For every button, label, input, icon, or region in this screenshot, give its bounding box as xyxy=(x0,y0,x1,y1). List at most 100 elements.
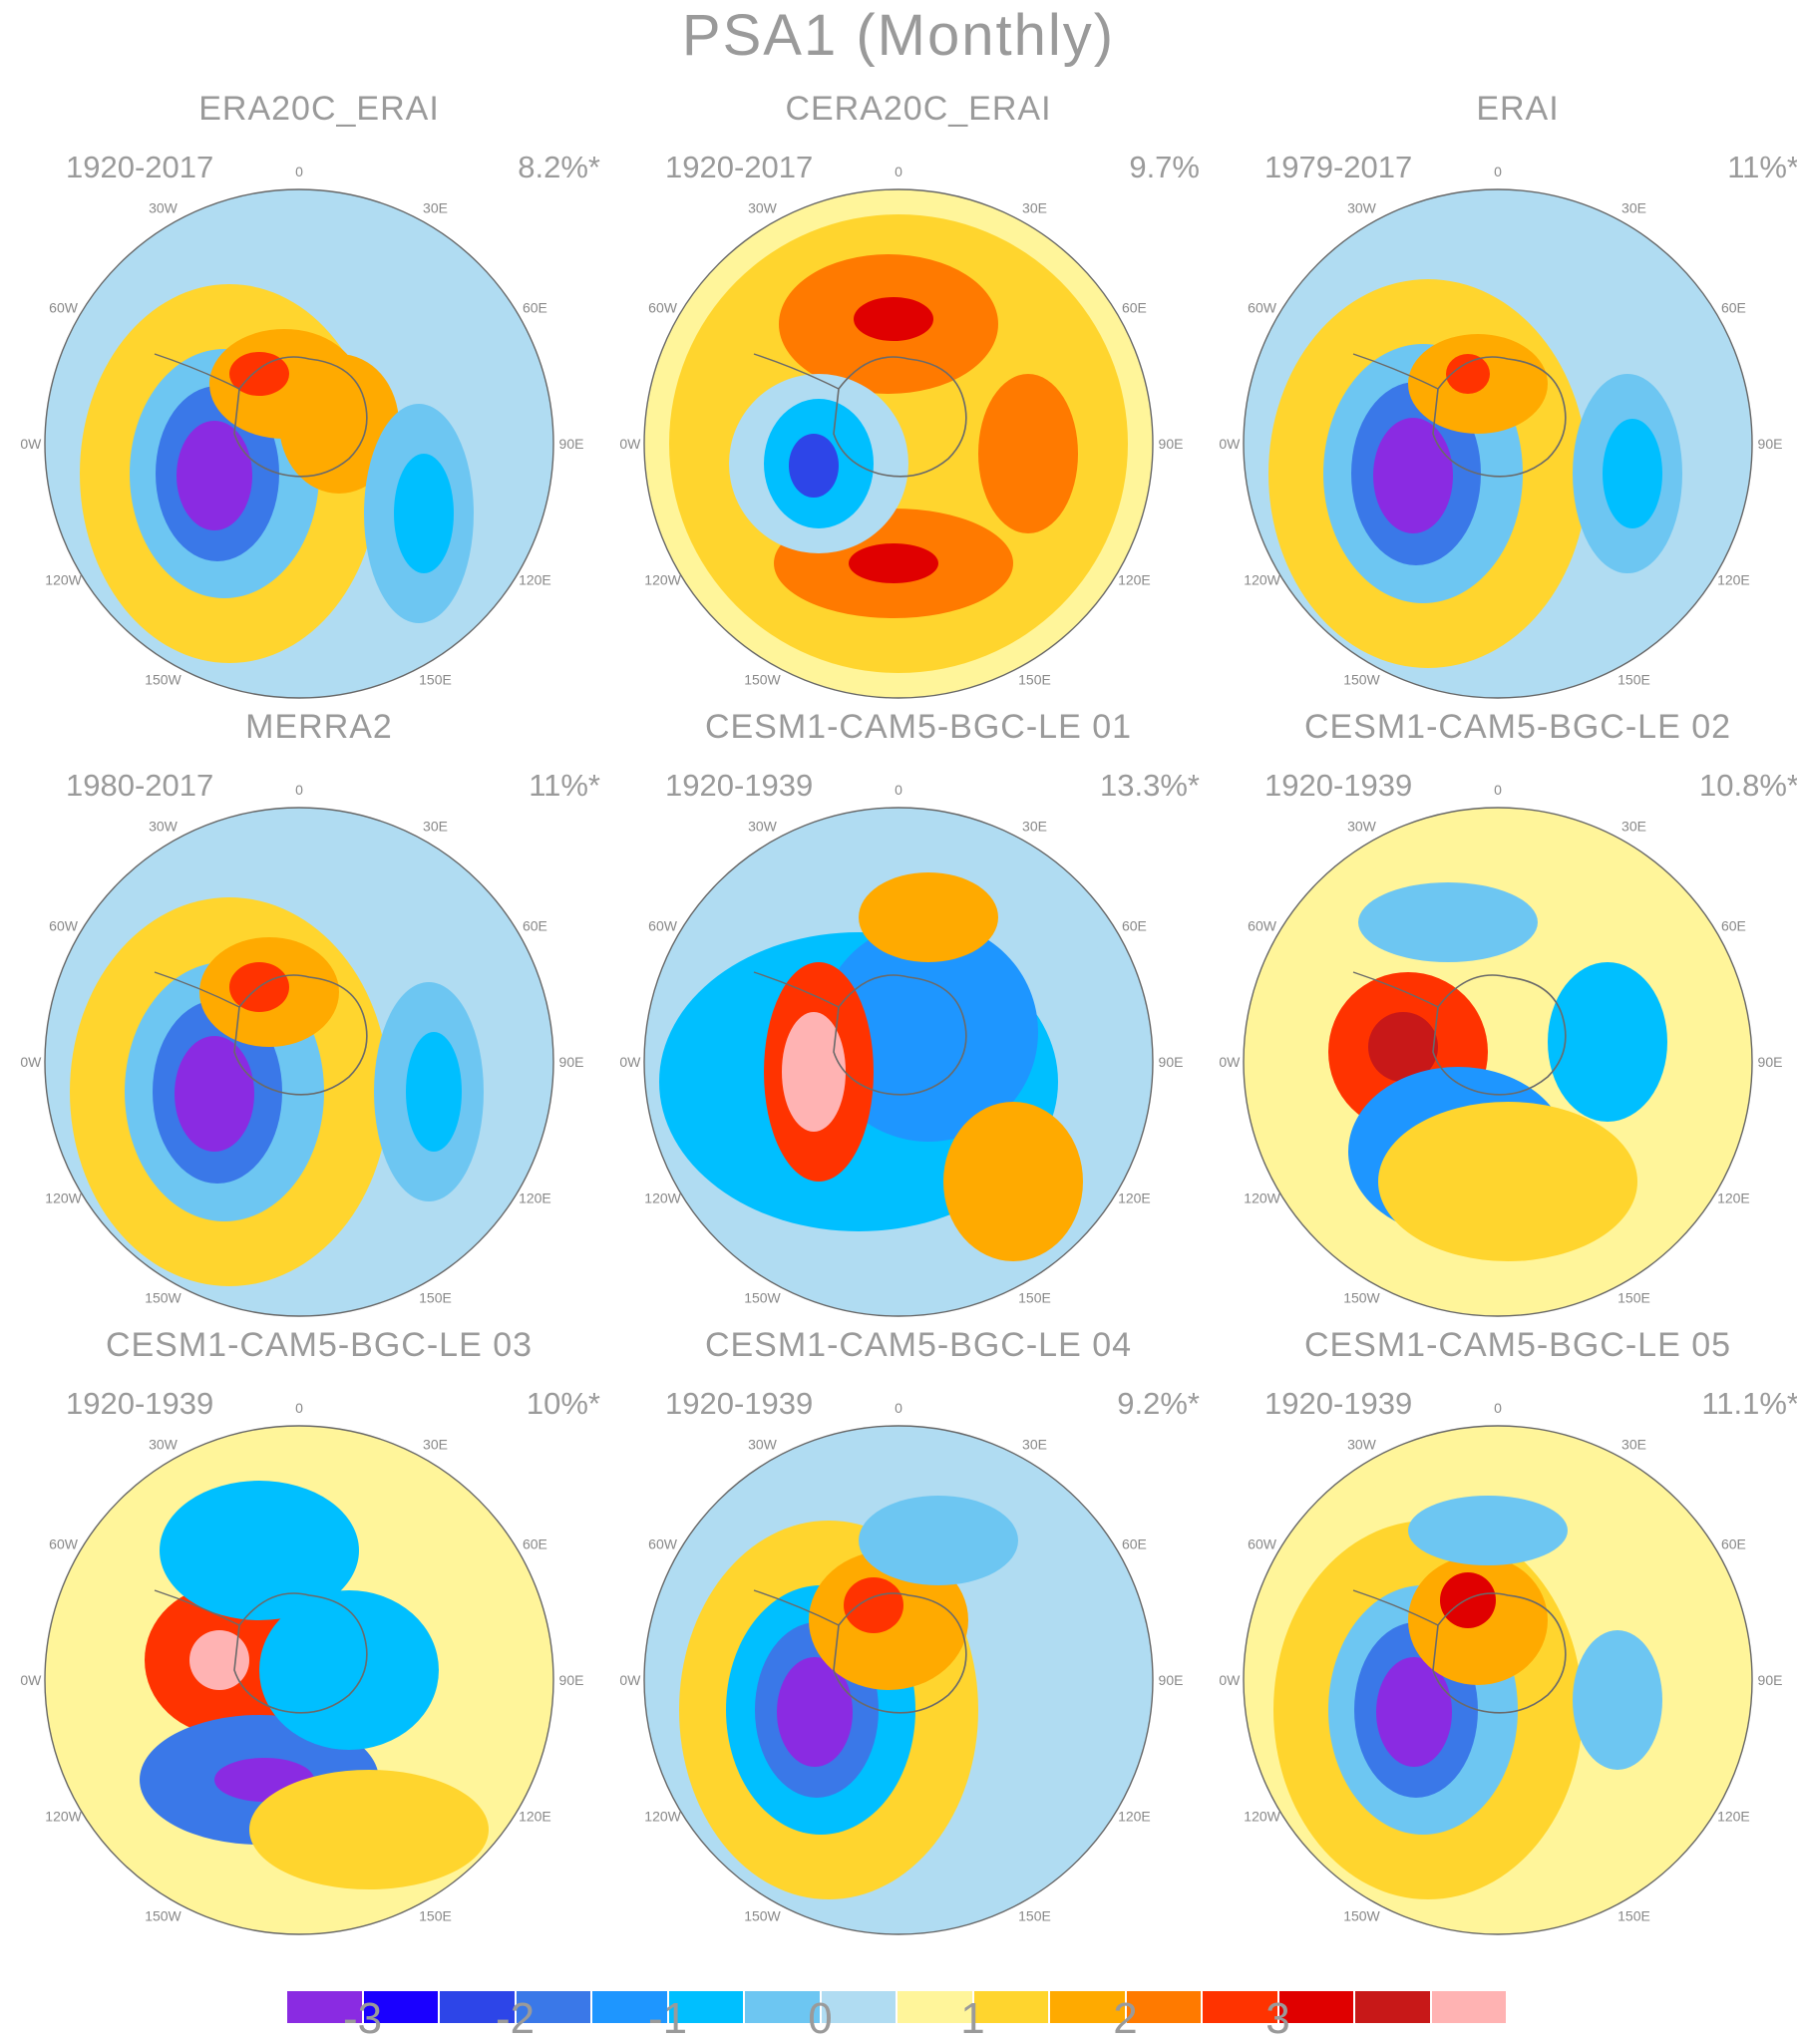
contour-region xyxy=(1408,1496,1568,1565)
contour-region xyxy=(229,352,289,396)
colorbar-box xyxy=(897,1990,973,2024)
panel-period: 1920-2017 xyxy=(665,150,814,184)
longitude-label: 60W xyxy=(1248,300,1277,316)
longitude-label: 60E xyxy=(1721,918,1746,934)
colorbar-tick-label: 0 xyxy=(808,1994,833,2043)
antarctica-outline xyxy=(1432,356,1567,478)
south-america-outline xyxy=(1352,971,1439,1008)
south-america-outline xyxy=(1352,353,1439,390)
antarctica-outline xyxy=(833,356,967,478)
polar-map: 030E60E90E120E150E180150W120W90W60W30W xyxy=(20,1400,584,1935)
panel-period: 1920-1939 xyxy=(1264,1386,1413,1421)
longitude-label: 150W xyxy=(744,1907,781,1923)
contour-region xyxy=(1573,1630,1662,1770)
longitude-label: 150E xyxy=(1018,671,1051,687)
polar-map: 030E60E90E120E150E180150W120W90W60W30W xyxy=(1219,164,1783,699)
longitude-label: 120E xyxy=(1118,1809,1151,1825)
south-america-outline xyxy=(154,971,240,1008)
longitude-label: 150E xyxy=(1617,671,1650,687)
polar-map: 030E60E90E120E150E180150W120W90W60W30W xyxy=(20,782,584,1317)
colorbar-tick-label: -1 xyxy=(647,1994,688,2043)
panel-period: 1979-2017 xyxy=(1264,150,1413,184)
colorbar-tick-label: -2 xyxy=(495,1994,536,2043)
colorbar-box xyxy=(972,1990,1049,2024)
longitude-label: 120W xyxy=(1244,1191,1280,1206)
polar-map: 030E60E90E120E150E180150W120W90W60W30W xyxy=(619,164,1184,699)
colorbar-box xyxy=(439,1990,516,2024)
longitude-label: 60E xyxy=(523,918,547,934)
longitude-label: 120E xyxy=(1717,572,1750,588)
longitude-label: 120W xyxy=(644,1809,681,1825)
antarctica-outline xyxy=(1432,1592,1567,1714)
longitude-label: 30E xyxy=(1621,200,1646,216)
longitude-label: 150E xyxy=(1617,1289,1650,1305)
longitude-label: 120W xyxy=(644,1191,681,1206)
contour-region xyxy=(1376,1657,1452,1767)
longitude-label: 90W xyxy=(1219,1672,1241,1688)
longitude-label: 90E xyxy=(559,1672,584,1688)
longitude-label: 30W xyxy=(1347,819,1377,835)
longitude-label: 120W xyxy=(45,572,82,588)
longitude-label: 0 xyxy=(295,782,303,798)
contour-region xyxy=(1603,419,1662,528)
map-panel: 030E60E90E120E150E180150W120W90W60W30WCE… xyxy=(1219,708,1797,1326)
panel-period: 1920-1939 xyxy=(665,1386,814,1421)
longitude-label: 60W xyxy=(648,918,678,934)
colorbar-box xyxy=(744,1990,821,2024)
explained-variance: 11%* xyxy=(529,768,600,803)
colorbar-box xyxy=(1430,1990,1507,2024)
longitude-label: 90W xyxy=(20,436,42,452)
longitude-label: 150W xyxy=(145,1907,181,1923)
contour-region xyxy=(1446,354,1490,394)
contour-region xyxy=(782,1012,846,1132)
polar-map: 030E60E90E120E150E180150W120W90W60W30W xyxy=(1219,1400,1782,1935)
longitude-label: 30W xyxy=(149,200,179,216)
longitude-label: 30E xyxy=(423,819,448,835)
south-america-outline xyxy=(1352,1589,1439,1626)
colorbar-tick-label: 2 xyxy=(1113,1994,1138,2043)
longitude-label: 60W xyxy=(1248,1536,1277,1552)
map-panel: 030E60E90E120E150E180150W120W90W60W30WER… xyxy=(20,90,618,708)
panel-period: 1920-1939 xyxy=(66,1386,214,1421)
contour-region xyxy=(1368,1012,1438,1082)
colorbar-box xyxy=(591,1990,668,2024)
longitude-label: 90W xyxy=(1219,436,1241,452)
contour-region xyxy=(854,297,933,341)
panel-title: CERA20C_ERAI xyxy=(785,90,1052,128)
longitude-label: 90W xyxy=(1219,1054,1241,1070)
longitude-label: 30E xyxy=(1621,1437,1646,1453)
contour-region xyxy=(777,1657,853,1767)
contour-region xyxy=(943,1102,1083,1261)
map-panel: 030E60E90E120E150E180150W120W90W60W30WCE… xyxy=(619,708,1218,1326)
longitude-label: 120E xyxy=(519,1191,551,1206)
longitude-label: 120E xyxy=(1717,1809,1750,1825)
longitude-label: 120E xyxy=(1118,572,1151,588)
longitude-label: 30E xyxy=(1022,819,1047,835)
longitude-label: 0 xyxy=(895,782,902,798)
longitude-label: 90E xyxy=(1159,436,1184,452)
contour-region xyxy=(249,1770,489,1889)
panel-title: CESM1-CAM5-BGC-LE 02 xyxy=(1303,708,1732,746)
longitude-label: 60E xyxy=(1721,1536,1746,1552)
colorbar-box xyxy=(1354,1990,1431,2024)
south-america-outline xyxy=(753,353,840,390)
longitude-label: 90E xyxy=(559,1054,584,1070)
contour-region xyxy=(1373,418,1453,533)
contour-region xyxy=(1440,1572,1496,1628)
colorbar-tick-label: 1 xyxy=(960,1994,985,2043)
polar-map: 030E60E90E120E150E180150W120W90W60W30W xyxy=(619,782,1183,1317)
figure-title: PSA1 (Monthly) xyxy=(681,3,1116,68)
colorbar-box xyxy=(286,1990,363,2024)
longitude-label: 90W xyxy=(20,1054,42,1070)
explained-variance: 11%* xyxy=(1727,150,1797,184)
panel-title: MERRA2 xyxy=(245,708,393,746)
colorbar xyxy=(286,1990,1507,2026)
longitude-label: 150E xyxy=(419,1907,452,1923)
longitude-label: 90W xyxy=(619,1054,641,1070)
longitude-label: 150E xyxy=(419,1289,452,1305)
longitude-label: 60E xyxy=(1122,918,1147,934)
longitude-label: 120W xyxy=(45,1809,82,1825)
longitude-label: 90E xyxy=(1758,436,1783,452)
longitude-label: 150W xyxy=(145,671,181,687)
contour-region xyxy=(844,1577,903,1633)
